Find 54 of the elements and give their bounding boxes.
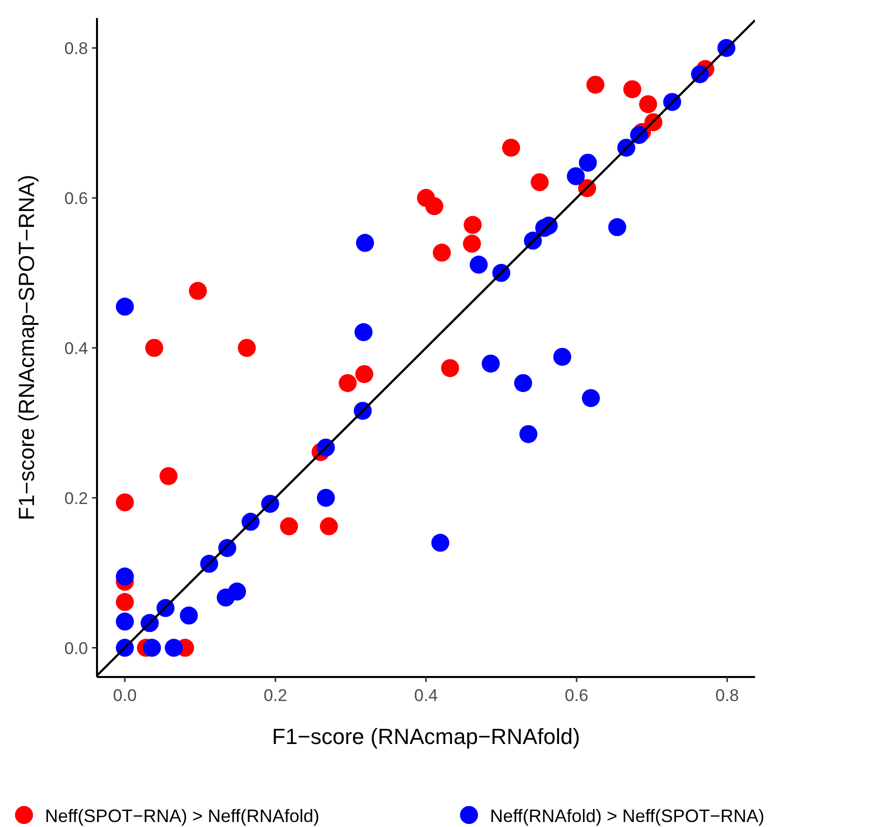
point	[116, 493, 134, 512]
point	[316, 488, 335, 507]
point	[116, 593, 134, 612]
point	[553, 348, 572, 366]
point	[116, 612, 134, 631]
legend-label: Neff(RNAfold) > Neff(SPOT−RNA)	[490, 806, 764, 826]
point	[482, 354, 500, 373]
point	[238, 338, 256, 357]
point	[228, 582, 246, 601]
x-tick-label: 0.2	[264, 686, 288, 705]
point	[639, 95, 658, 114]
point	[623, 80, 642, 98]
x-tick-label: 0.6	[564, 686, 588, 705]
point	[519, 425, 538, 444]
x-axis-title: F1−score (RNAcmap−RNAfold)	[272, 724, 580, 749]
point	[354, 323, 373, 342]
point	[566, 167, 585, 186]
point	[160, 467, 178, 486]
y-axis-title: F1−score (RNAcmap−SPOT−RNA)	[14, 174, 39, 520]
y-tick-label: 0.0	[64, 638, 88, 658]
point	[425, 197, 444, 216]
point	[514, 374, 532, 392]
point	[116, 568, 134, 586]
x-tick-label: 0.0	[113, 686, 137, 705]
y-tick-label: 0.6	[64, 188, 88, 208]
point	[586, 76, 604, 94]
point	[582, 389, 600, 408]
point	[530, 173, 549, 192]
point	[578, 154, 597, 172]
point	[432, 244, 451, 262]
point	[464, 216, 482, 234]
point	[470, 256, 488, 274]
point	[431, 534, 450, 552]
point	[356, 234, 374, 252]
point	[164, 638, 183, 657]
x-tick-label: 0.8	[715, 686, 739, 705]
point	[320, 517, 338, 536]
point	[142, 638, 161, 657]
y-tick-label: 0.8	[64, 38, 88, 58]
point	[338, 374, 357, 392]
point	[280, 517, 298, 536]
point	[462, 234, 481, 253]
point	[180, 606, 198, 625]
point	[145, 338, 164, 357]
point	[188, 282, 207, 300]
point	[355, 365, 374, 384]
x-tick-label: 0.4	[414, 686, 438, 705]
legend-label: Neff(SPOT−RNA) > Neff(RNAfold)	[45, 806, 320, 826]
y-tick-label: 0.4	[64, 338, 88, 358]
point	[116, 298, 134, 316]
point	[502, 138, 520, 157]
point	[608, 218, 626, 236]
y-tick-label: 0.2	[64, 488, 88, 508]
point	[441, 359, 460, 378]
